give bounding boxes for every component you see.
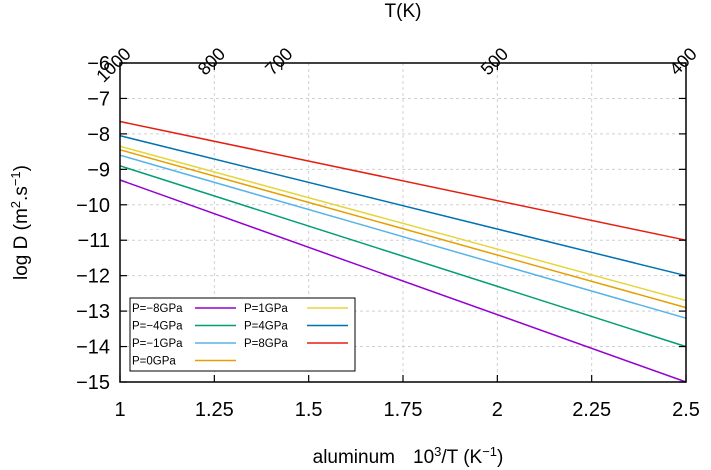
legend-label: P=−8GPa bbox=[132, 303, 183, 315]
x-axis-label: aluminum 103/T (K−1) bbox=[313, 444, 504, 468]
legend-label: P=4GPa bbox=[244, 321, 288, 333]
series-line bbox=[119, 134, 687, 277]
top-tick-label: 800 bbox=[194, 44, 229, 79]
y-tick-label: −12 bbox=[76, 266, 110, 288]
x-tick-label: 1 bbox=[114, 399, 125, 421]
x-tick-label: 1.5 bbox=[295, 399, 323, 421]
grid bbox=[120, 63, 686, 382]
legend: P=−8GPa P=1GPa P=−4GPa P=4GPa P=−1GPa P=8GPa P… bbox=[129, 297, 356, 372]
y-axis-label: log D (m2.s−1) bbox=[8, 165, 32, 280]
x-tick-label: 1.25 bbox=[195, 399, 234, 421]
legend-label: P=−1GPa bbox=[132, 338, 183, 350]
y-tick-label: −10 bbox=[76, 195, 110, 217]
legend-label: P=8GPa bbox=[244, 338, 288, 350]
y-tick-label: −9 bbox=[87, 159, 110, 181]
x-tick-label: 2.5 bbox=[672, 399, 700, 421]
series-lines bbox=[119, 120, 687, 383]
y-tick-label: −6 bbox=[87, 53, 110, 75]
series-line bbox=[119, 179, 687, 383]
legend-label: P=−4GPa bbox=[132, 321, 183, 333]
y-tick-label: −15 bbox=[76, 372, 110, 394]
top-tick-label: 400 bbox=[665, 44, 700, 79]
series-line bbox=[119, 149, 687, 309]
y-tick-label: −13 bbox=[76, 301, 110, 323]
y-tick-label: −11 bbox=[78, 230, 110, 252]
series-line bbox=[119, 145, 687, 302]
top-tick-label: 1000 bbox=[92, 44, 134, 86]
series-line bbox=[119, 154, 687, 319]
series-line bbox=[119, 120, 687, 241]
x-tick-label: 2 bbox=[492, 399, 503, 421]
legend-box bbox=[129, 297, 356, 372]
y-tick-label: −8 bbox=[87, 124, 110, 146]
legend-label: P=0GPa bbox=[132, 356, 176, 368]
x-tick-label: 1.75 bbox=[384, 399, 423, 421]
top-axis-label: T(K) bbox=[385, 1, 422, 22]
legend-label: P=1GPa bbox=[244, 303, 288, 315]
top-tick-label: 500 bbox=[477, 44, 512, 79]
x-tick-label: 2.25 bbox=[572, 399, 611, 421]
y-tick-label: −14 bbox=[76, 337, 110, 359]
series-line bbox=[119, 165, 687, 348]
y-tick-label: −7 bbox=[87, 88, 110, 110]
top-tick-label: 700 bbox=[261, 44, 296, 79]
